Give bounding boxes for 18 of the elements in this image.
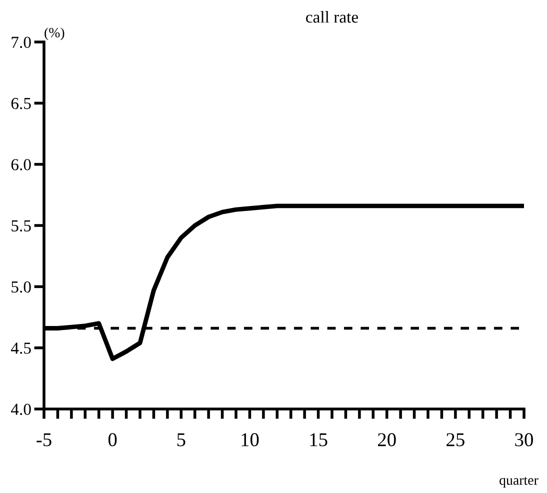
chart-title: call rate xyxy=(306,10,358,23)
x-tick-label: 0 xyxy=(108,433,117,446)
x-tick-label: 15 xyxy=(310,433,328,446)
x-tick-label: 10 xyxy=(242,433,259,446)
y-tick-label: 6.0 xyxy=(11,159,31,170)
x-tick-label: -5 xyxy=(36,433,52,446)
y-tick-label: 6.5 xyxy=(11,98,31,110)
x-tick-label: 5 xyxy=(177,433,186,446)
y-axis-title: (%) xyxy=(44,28,64,40)
y-tick-label: 7.0 xyxy=(12,36,31,48)
x-axis-title: quarter xyxy=(500,476,538,488)
y-tick-label: 4.0 xyxy=(10,404,31,416)
y-tick-label: 5.5 xyxy=(12,220,31,232)
x-tick-label: 25 xyxy=(446,433,464,446)
x-tick-label: 30 xyxy=(515,433,533,446)
y-tick-label: 5.0 xyxy=(12,281,31,293)
x-tick-label: 20 xyxy=(378,433,396,446)
y-tick-label: 4.5 xyxy=(10,342,31,354)
